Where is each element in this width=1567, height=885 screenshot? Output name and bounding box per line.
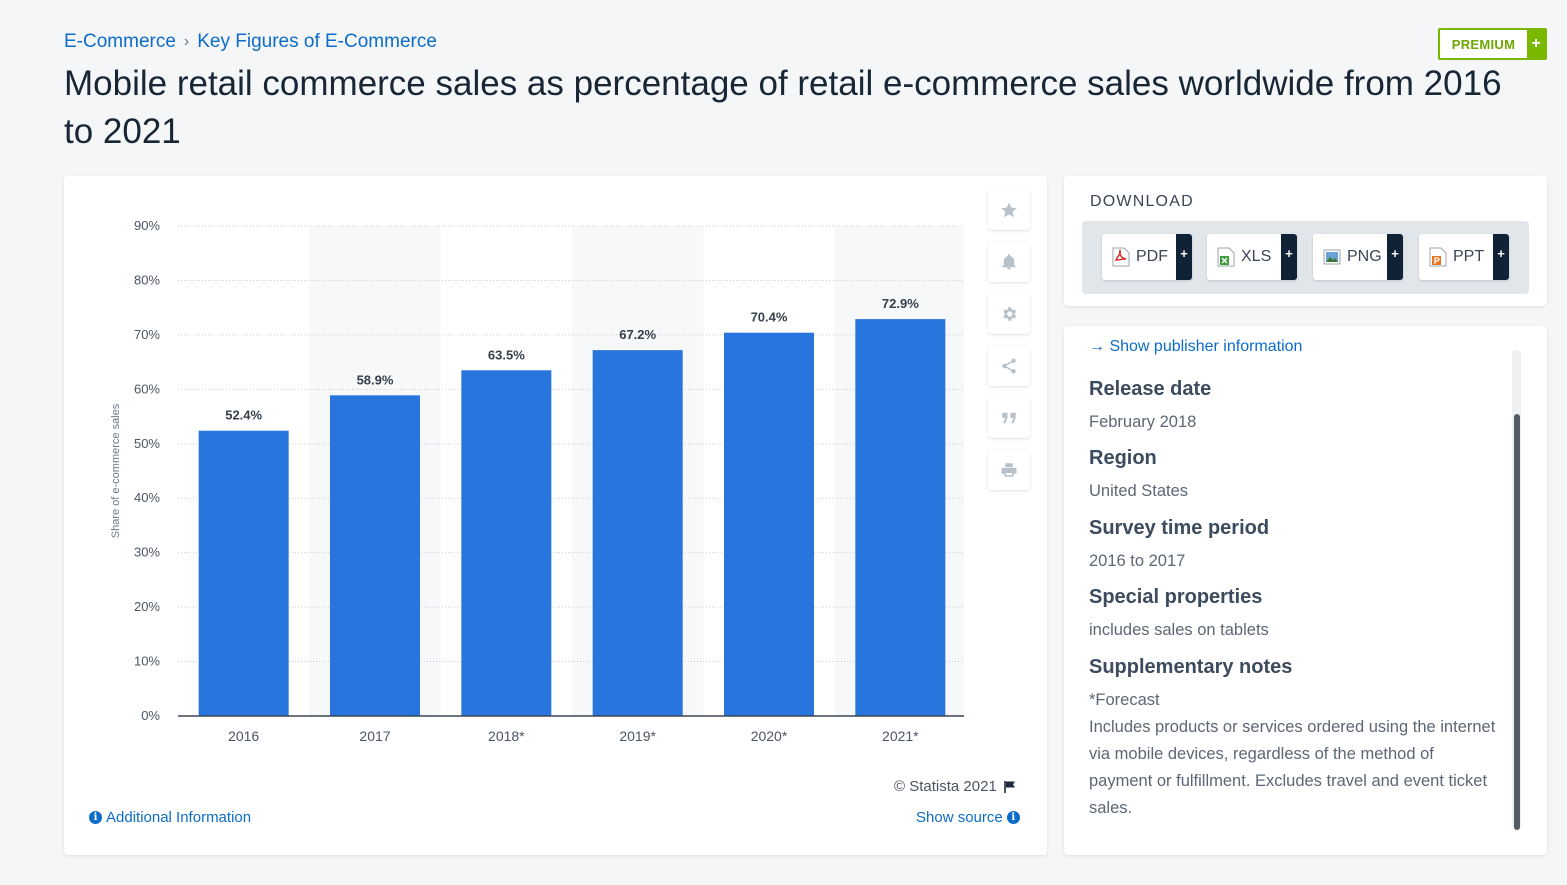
bar-chart: 0% 10% 20% 30% 40% 50% 60% 70% 80% 90% Share of e-…	[110, 218, 964, 744]
data-label: 70.4%	[751, 310, 788, 325]
ppt-plus-icon: +	[1493, 234, 1509, 280]
x-tick-label: 2019*	[619, 728, 656, 744]
info-icon: i	[89, 811, 102, 824]
release-date-item: Release date February 2018	[1089, 378, 1499, 436]
breadcrumb: E-Commerce › Key Figures of E-Commerce	[64, 31, 437, 53]
breadcrumb-separator: ›	[183, 33, 190, 50]
xls-label: XLS	[1241, 248, 1272, 265]
star-icon[interactable]	[988, 190, 1030, 230]
bar	[198, 430, 289, 716]
chart-card: 0% 10% 20% 30% 40% 50% 60% 70% 80% 90% Share of e-…	[64, 176, 1047, 855]
png-plus-icon: +	[1387, 234, 1403, 280]
region-value: United States	[1089, 482, 1189, 500]
statistic-info-card: → Show publisher information Release dat…	[1064, 326, 1547, 855]
special-properties-key: Special properties	[1089, 586, 1263, 608]
x-tick-label: 2021*	[882, 728, 919, 744]
bar	[330, 395, 420, 716]
page-title: Mobile retail commerce sales as percenta…	[64, 64, 1502, 151]
show-source-label: Show source	[916, 809, 1003, 826]
bar	[461, 370, 552, 716]
xls-file-icon	[1217, 247, 1235, 267]
region-key: Region	[1089, 447, 1157, 469]
survey-time-period-key: Survey time period	[1089, 517, 1270, 539]
download-card: DOWNLOAD PDF + XLS + PNG + P	[1064, 176, 1547, 306]
y-tick-label: 30%	[134, 545, 160, 560]
quote-icon[interactable]	[988, 398, 1030, 438]
download-buttons: PDF + XLS + PNG + PPT +	[1082, 221, 1529, 294]
x-tick-label: 2017	[359, 728, 390, 744]
additional-information-link[interactable]: i Additional Information	[89, 809, 251, 826]
info-icon: i	[1006, 811, 1020, 824]
y-tick-label: 10%	[134, 654, 160, 669]
premium-button[interactable]: PREMIUM +	[1438, 28, 1547, 60]
png-label: PNG	[1347, 248, 1382, 265]
credit-text: © Statista 2021	[894, 778, 997, 795]
bar	[592, 350, 683, 716]
download-title: DOWNLOAD	[1090, 193, 1194, 210]
download-xls-button[interactable]: XLS +	[1207, 234, 1297, 280]
scrollbar-thumb[interactable]	[1514, 414, 1520, 830]
release-date-key: Release date	[1089, 378, 1212, 400]
supplementary-notes-key: Supplementary notes	[1089, 656, 1293, 678]
special-properties-item: Special properties includes sales on tab…	[1089, 586, 1499, 644]
y-tick-label: 20%	[134, 599, 160, 614]
bar	[855, 319, 946, 716]
y-tick-label: 80%	[134, 272, 160, 287]
show-source-link[interactable]: Show source i	[916, 809, 1020, 826]
survey-time-period-item: Survey time period 2016 to 2017	[1089, 517, 1499, 575]
data-label: 72.9%	[882, 296, 919, 311]
premium-plus-icon: +	[1527, 30, 1545, 58]
ppt-label: PPT	[1453, 248, 1485, 265]
release-date-value: February 2018	[1089, 413, 1197, 431]
x-tick-label: 2020*	[751, 728, 788, 744]
share-icon[interactable]	[988, 346, 1030, 386]
print-icon[interactable]	[988, 450, 1030, 490]
png-file-icon	[1323, 247, 1341, 267]
chart-toolbar	[988, 190, 1032, 502]
pdf-plus-icon: +	[1176, 234, 1192, 280]
breadcrumb-key-figures-link[interactable]: Key Figures of E-Commerce	[197, 31, 437, 52]
download-png-button[interactable]: PNG +	[1313, 234, 1403, 280]
ppt-file-icon	[1429, 247, 1447, 267]
breadcrumb-ecommerce-link[interactable]: E-Commerce	[64, 31, 176, 52]
bell-icon[interactable]	[988, 242, 1030, 282]
pdf-label: PDF	[1136, 248, 1168, 265]
data-label: 67.2%	[619, 327, 656, 342]
y-tick-label: 90%	[134, 218, 160, 233]
region-item: Region United States	[1089, 447, 1499, 505]
bar	[724, 332, 814, 716]
download-ppt-button[interactable]: PPT +	[1419, 234, 1509, 280]
supplementary-notes-item: Supplementary notes *Forecast Includes p…	[1089, 656, 1499, 822]
additional-information-label: Additional Information	[106, 809, 252, 826]
gear-icon[interactable]	[988, 294, 1030, 334]
premium-label: PREMIUM	[1451, 36, 1516, 52]
supplementary-notes-text: Includes products or services ordered us…	[1089, 718, 1496, 817]
y-tick-label: 70%	[134, 327, 160, 342]
data-label: 58.9%	[357, 372, 394, 387]
download-pdf-button[interactable]: PDF +	[1102, 234, 1192, 280]
data-label: 63.5%	[488, 347, 525, 362]
copyright-credit: © Statista 2021	[894, 778, 1017, 795]
special-properties-value: includes sales on tablets	[1089, 621, 1269, 639]
x-tick-label: 2016	[228, 728, 259, 744]
y-tick-label: 60%	[134, 381, 160, 396]
y-tick-label: 50%	[134, 436, 160, 451]
x-tick-label: 2018*	[488, 728, 525, 744]
y-tick-label: 40%	[134, 490, 160, 505]
data-label: 52.4%	[225, 408, 262, 423]
pdf-file-icon	[1112, 247, 1130, 267]
show-publisher-link[interactable]: → Show publisher information	[1089, 338, 1303, 355]
survey-time-period-value: 2016 to 2017	[1089, 552, 1186, 570]
y-axis-label: Share of e-commerce sales	[110, 403, 122, 538]
flag-icon[interactable]	[1003, 780, 1017, 794]
y-tick-label: 0%	[141, 708, 160, 723]
xls-plus-icon: +	[1281, 234, 1297, 280]
supplementary-notes-forecast: *Forecast	[1089, 691, 1160, 709]
